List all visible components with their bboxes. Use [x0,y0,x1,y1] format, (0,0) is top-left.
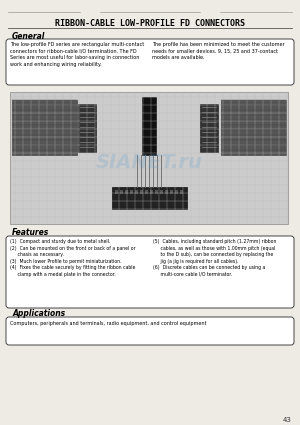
Bar [160,190,163,194]
Bar [135,190,138,194]
Bar [142,97,156,155]
Text: The profile has been minimized to meet the customer
needs for smaller devices. 9: The profile has been minimized to meet t… [152,42,285,60]
Bar [115,190,118,194]
Bar [165,190,168,194]
Bar [175,190,178,194]
Text: (5)  Cables, including standard pitch (1.27mm) ribbon
     cables, as well as th: (5) Cables, including standard pitch (1.… [153,239,276,277]
Text: The low-profile FD series are rectangular multi-contact
connectors for ribbon-ca: The low-profile FD series are rectangula… [10,42,144,67]
Text: (1)  Compact and sturdy due to metal shell.
(2)  Can be mounted on the front or : (1) Compact and sturdy due to metal shel… [10,239,136,277]
Text: General: General [12,31,45,40]
Text: RIBBON-CABLE LOW-PROFILE FD CONNECTORS: RIBBON-CABLE LOW-PROFILE FD CONNECTORS [55,19,245,28]
Bar [145,190,148,194]
Bar [170,190,173,194]
FancyBboxPatch shape [6,236,294,308]
Text: Computers, peripherals and terminals, radio equipment, and control equipment: Computers, peripherals and terminals, ra… [10,321,206,326]
Text: Features: Features [12,227,49,236]
Bar [120,190,123,194]
Bar [221,100,286,155]
Bar [200,104,218,152]
FancyBboxPatch shape [6,39,294,85]
Text: SIANET.ru: SIANET.ru [96,153,202,172]
Bar [130,190,133,194]
Bar [12,100,77,155]
Bar [140,190,143,194]
Bar [155,190,158,194]
FancyBboxPatch shape [6,317,294,345]
Text: Applications: Applications [12,309,65,317]
Bar [112,187,187,209]
Bar [10,92,288,224]
Bar [78,104,96,152]
Bar [180,190,183,194]
Bar [150,190,153,194]
Bar [125,190,128,194]
Text: 43: 43 [283,417,292,423]
